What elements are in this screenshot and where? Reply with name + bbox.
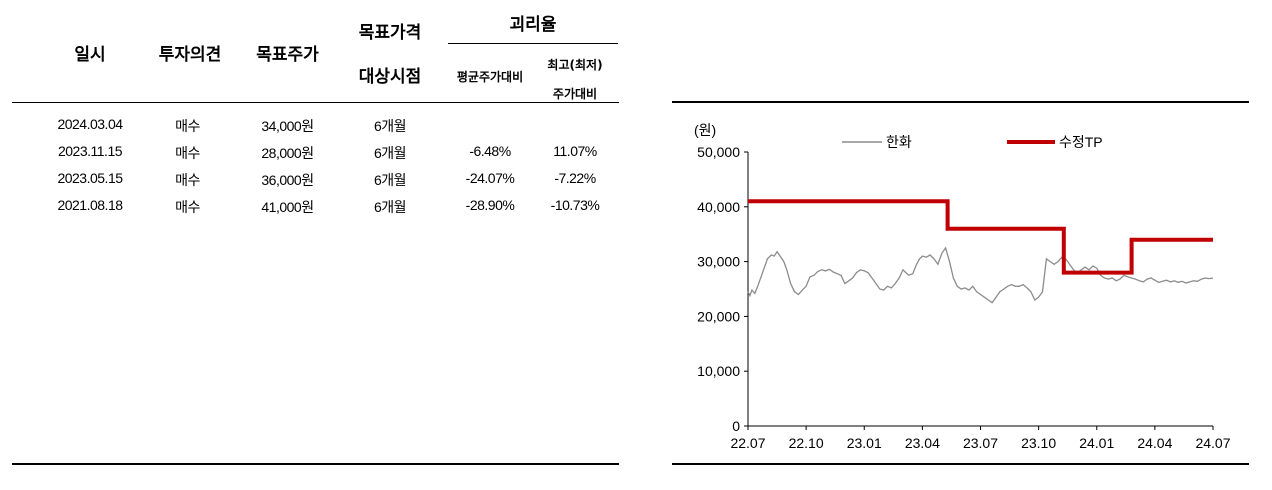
- cell-date: 2021.08.18: [57, 197, 123, 213]
- header-avg-price: 평균주가대비: [456, 70, 524, 84]
- cell-date: 2023.11.15: [57, 143, 123, 159]
- cell-period: 6개월: [373, 199, 407, 215]
- chart-top-rule: [672, 101, 1249, 103]
- cell-avg-disparity: -24.07%: [465, 170, 515, 186]
- cell-hilo-disparity: 11.07%: [553, 143, 597, 159]
- cell-period: 6개월: [373, 118, 407, 134]
- cell-opinion: 매수: [175, 145, 200, 161]
- chart-bottom-rule: [672, 463, 1249, 465]
- header-hilo-line2: 주가대비: [552, 87, 598, 101]
- header-disparity: 괴리율: [509, 15, 557, 35]
- header-period-line2: 대상시점: [358, 67, 422, 87]
- cell-opinion: 매수: [175, 199, 200, 215]
- y-tick-label: 20,000: [697, 308, 740, 324]
- x-tick-label: 22.10: [789, 435, 824, 451]
- cell-date: 2024.03.04: [57, 116, 123, 132]
- cell-avg-disparity: -28.90%: [465, 197, 515, 213]
- cell-opinion: 매수: [175, 118, 200, 134]
- price-chart: 0 10,000 20,000 30,000 40,000 50,000 (원) 22.07 2…: [694, 122, 1231, 451]
- y-tick-label: 10,000: [697, 363, 740, 379]
- series-line-hanwha: [747, 246, 1214, 304]
- cell-period: 6개월: [373, 172, 407, 188]
- x-tick-label: 24.04: [1137, 435, 1172, 451]
- legend-target-price-label: 수정TP: [1059, 134, 1103, 150]
- header-disparity-divider: [448, 43, 618, 44]
- x-tick-label: 24.07: [1195, 435, 1230, 451]
- y-tick-label: 30,000: [697, 254, 740, 270]
- cell-target: 28,000원: [261, 145, 314, 161]
- table-bottom-rule: [12, 463, 619, 465]
- header-target: 목표주가: [256, 45, 319, 65]
- y-tick-label: 50,000: [697, 144, 740, 160]
- header-date: 일시: [74, 45, 106, 65]
- x-tick-label: 23.10: [1021, 435, 1056, 451]
- y-tick-label: 0: [732, 418, 740, 434]
- cell-hilo-disparity: -7.22%: [554, 170, 596, 186]
- cell-date: 2023.05.15: [57, 170, 123, 186]
- y-tick-label: 40,000: [697, 199, 740, 215]
- cell-hilo-disparity: -10.73%: [550, 197, 600, 213]
- x-tick-label: 23.07: [963, 435, 998, 451]
- cell-avg-disparity: -6.48%: [469, 143, 511, 159]
- cell-target: 34,000원: [261, 118, 314, 134]
- header-period-line1: 목표가격: [358, 23, 422, 43]
- table-header-rule: [12, 102, 619, 103]
- x-tick-label: 22.07: [730, 435, 765, 451]
- header-opinion: 투자의견: [158, 45, 222, 65]
- header-hilo-line1: 최고(최저): [547, 58, 603, 72]
- cell-target: 41,000원: [261, 199, 314, 215]
- x-tick-label: 23.01: [847, 435, 882, 451]
- cell-opinion: 매수: [175, 172, 200, 188]
- series-line-target-price: [748, 199, 1213, 275]
- legend-hanwha-label: 한화: [886, 134, 912, 150]
- cell-target: 36,000원: [261, 172, 314, 188]
- x-tick-label: 23.04: [905, 435, 940, 451]
- y-unit-label: (원): [694, 122, 716, 138]
- cell-period: 6개월: [373, 145, 407, 161]
- x-tick-label: 24.01: [1079, 435, 1114, 451]
